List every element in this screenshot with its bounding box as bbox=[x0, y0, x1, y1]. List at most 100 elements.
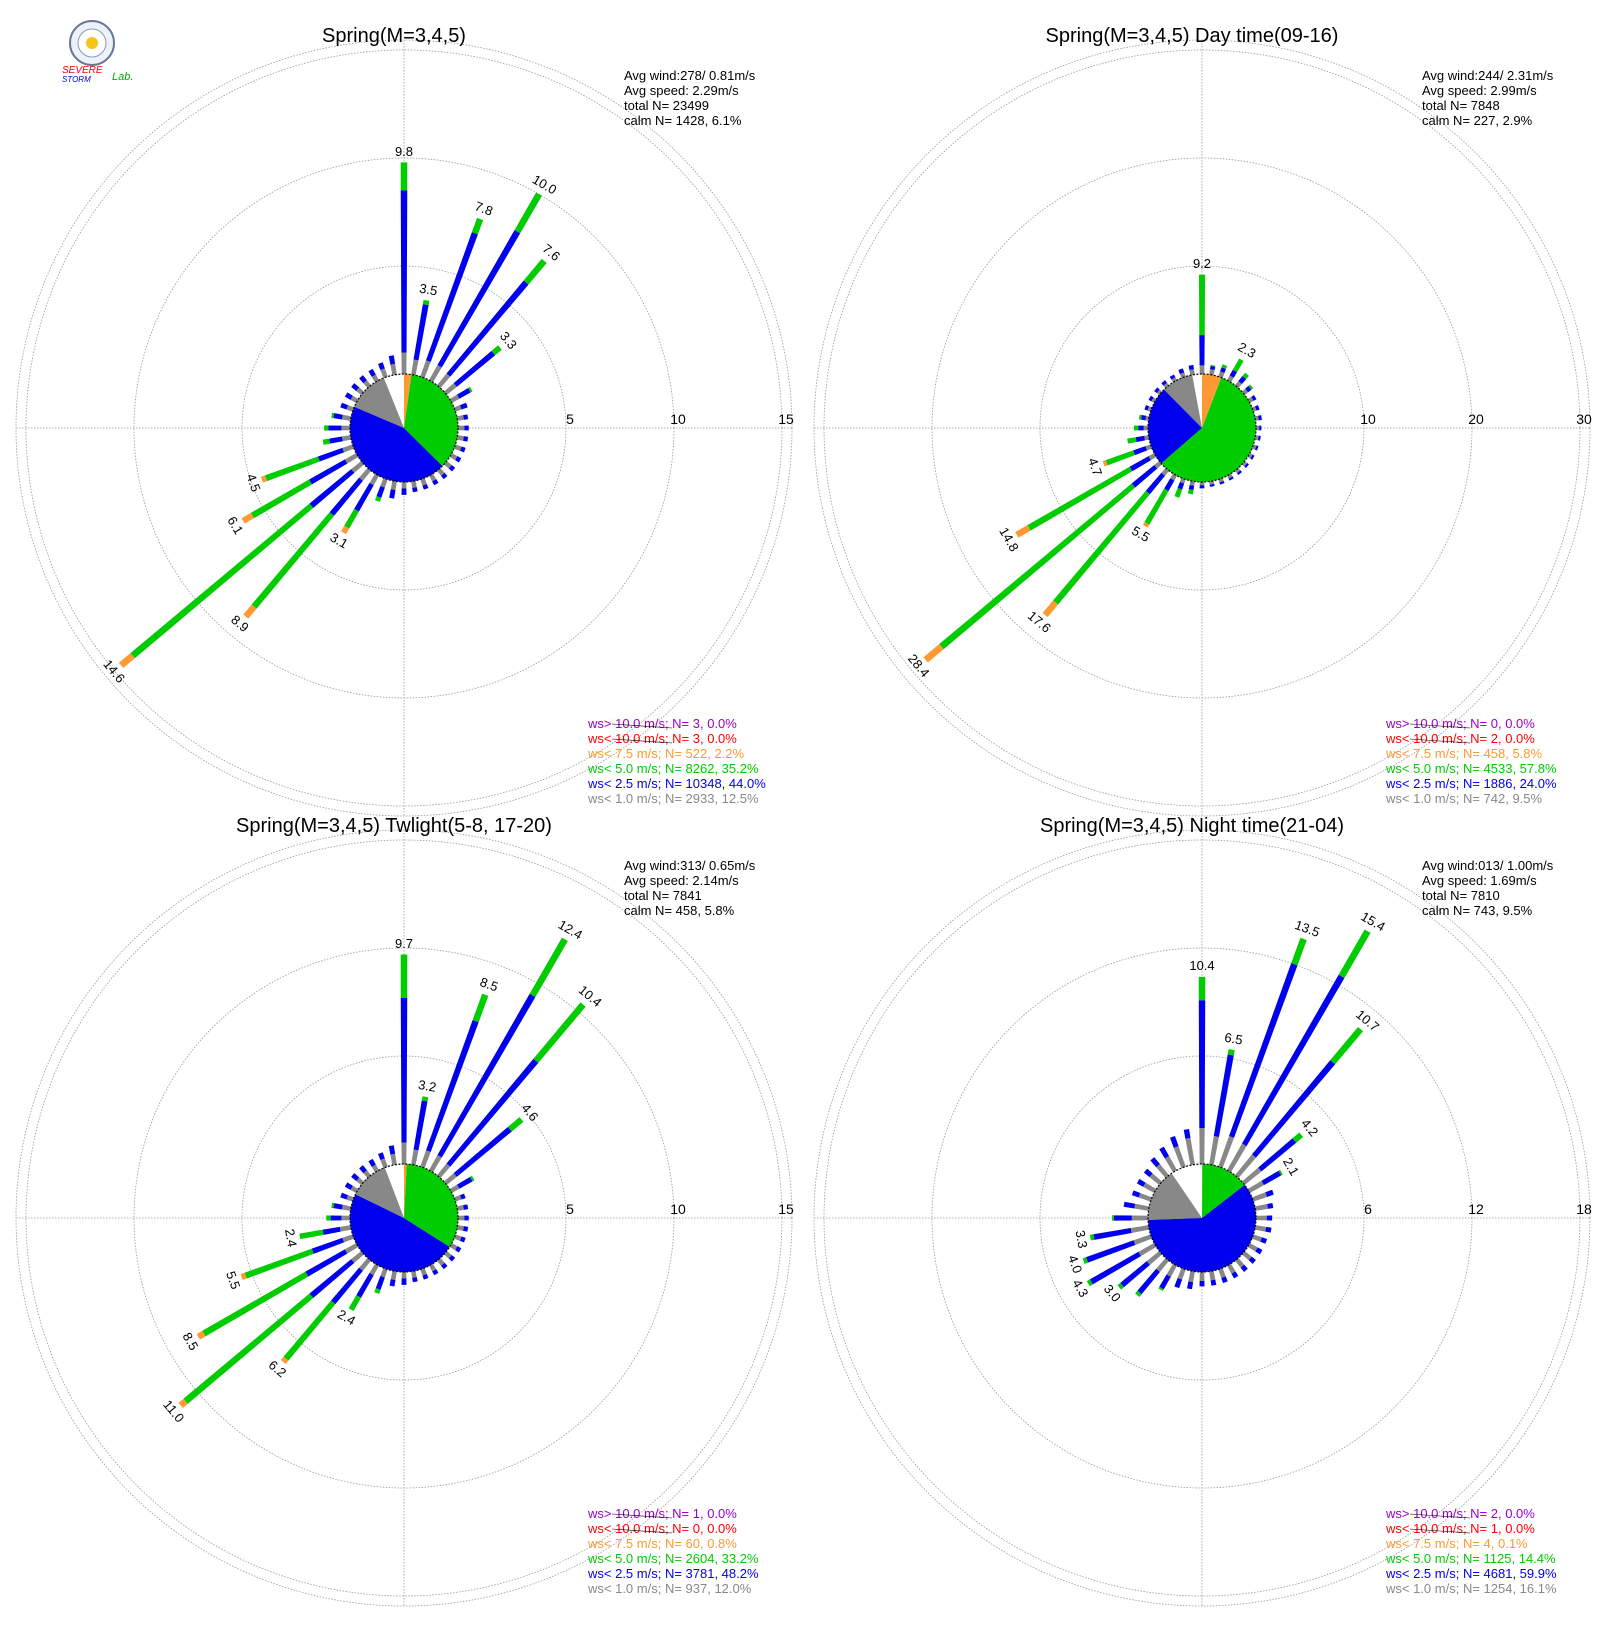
bar-segment-lt2-5 bbox=[432, 1269, 439, 1276]
bar-segment-lt1 bbox=[1148, 453, 1157, 461]
bar-segment-lt1 bbox=[420, 360, 431, 379]
bar-segment-lt1 bbox=[456, 1205, 464, 1211]
bar-segment-lt2-5 bbox=[356, 1272, 374, 1298]
bar-segment-lt2-5 bbox=[309, 1259, 355, 1298]
bar-segment-lt2-5 bbox=[329, 436, 343, 444]
bar-value-label: 3.5 bbox=[418, 281, 438, 299]
stats-avg-wind: Avg wind:013/ 1.00m/s bbox=[1422, 858, 1554, 873]
legend-entry: ws< 2.5 m/s; N= 1886, 24.0% bbox=[1385, 776, 1557, 791]
bar-segment-lt1 bbox=[401, 352, 407, 375]
bar-segment-lt1 bbox=[1163, 382, 1170, 389]
bar-segment-lt5 bbox=[1242, 372, 1250, 380]
bar-segment-lt1 bbox=[1247, 1243, 1258, 1252]
bar-segment-lt2-5 bbox=[1164, 478, 1175, 491]
bar-segment-lt5 bbox=[400, 954, 408, 998]
bar-segment-lt1 bbox=[1247, 1180, 1265, 1193]
bar-value-label: 4.0 bbox=[1065, 1253, 1085, 1275]
legend-entry: ws< 7.5 m/s; N= 60, 0.8% bbox=[587, 1536, 737, 1551]
bar-value-label: 5.5 bbox=[1129, 523, 1152, 545]
bar-segment-lt1 bbox=[420, 477, 427, 486]
bar-segment-lt2-5 bbox=[317, 447, 344, 462]
bar-value-label: 6.1 bbox=[224, 514, 246, 537]
pie-slice-lt2-5 bbox=[1148, 389, 1202, 464]
stats-avg-wind: Avg wind:244/ 2.31m/s bbox=[1422, 68, 1554, 83]
bar-segment-lt2-5 bbox=[437, 229, 521, 368]
bar-segment-lt2-5 bbox=[1213, 1054, 1234, 1137]
bar-segment-lt2-5 bbox=[457, 1176, 473, 1189]
bar-segment-lt1 bbox=[1241, 388, 1249, 396]
bar-segment-lt2-5 bbox=[1198, 1000, 1206, 1129]
bar-segment-lt5 bbox=[250, 479, 312, 519]
bar-segment-lt5 bbox=[183, 1293, 314, 1404]
bar-segment-lt2-5 bbox=[426, 1020, 479, 1152]
bar-segment-lt2-5 bbox=[305, 1249, 348, 1277]
bar-segment-lt2-5 bbox=[463, 1226, 469, 1232]
bar-segment-lt2-5 bbox=[413, 304, 429, 361]
ring-label: 20 bbox=[1468, 411, 1484, 427]
bar-segment-lt2-5 bbox=[1169, 1135, 1179, 1148]
bar-segment-lt1 bbox=[1241, 1167, 1262, 1186]
bar-segment-lt2-5 bbox=[375, 1276, 385, 1290]
bar-segment-lt2-5 bbox=[1265, 1189, 1274, 1197]
stats-total: total N= 7848 bbox=[1422, 98, 1500, 113]
bar-segment-lt2-5 bbox=[441, 472, 448, 480]
bar-segment-lt5 bbox=[374, 1288, 381, 1294]
pie-slice-lt5 bbox=[404, 1164, 458, 1247]
bar-segment-lt2-5 bbox=[463, 414, 469, 420]
pie-slice-lt1 bbox=[1148, 1173, 1202, 1221]
bar-segment-lt5 bbox=[471, 217, 484, 235]
bar-segment-lt1 bbox=[1133, 1234, 1153, 1245]
bar-segment-lt7-5 bbox=[923, 644, 944, 663]
bar-segment-lt2-5 bbox=[389, 489, 396, 499]
bar-segment-lt1 bbox=[1151, 397, 1157, 403]
bar-segment-lt1 bbox=[344, 1243, 359, 1254]
bar-segment-lt2-5 bbox=[1252, 1060, 1336, 1158]
bar-segment-lt7-5 bbox=[178, 1398, 188, 1408]
bar-segment-lt2-5 bbox=[1123, 1201, 1136, 1209]
bar-value-label: 15.4 bbox=[1358, 909, 1387, 935]
bar-segment-lt5 bbox=[514, 192, 542, 234]
legend-entry: ws< 1.0 m/s; N= 742, 9.5% bbox=[1385, 791, 1543, 806]
bar-segment-lt1 bbox=[1227, 1143, 1247, 1173]
bar-segment-lt1 bbox=[1156, 1257, 1170, 1272]
bar-segment-lt1 bbox=[453, 1234, 462, 1241]
pie-slice-calm bbox=[1171, 1164, 1202, 1218]
bar-segment-lt1 bbox=[1146, 1250, 1163, 1266]
stats-avg-speed: Avg speed: 2.29m/s bbox=[624, 83, 739, 98]
bar-segment-lt2-5 bbox=[1257, 435, 1261, 441]
pie-slice-lt1 bbox=[354, 377, 404, 428]
bar-segment-lt2-5 bbox=[1209, 365, 1216, 370]
bar-segment-lt5 bbox=[1232, 358, 1244, 373]
bar-segment-lt1 bbox=[411, 480, 417, 488]
bar-segment-lt2-5 bbox=[1144, 405, 1150, 411]
bar-segment-lt2-5 bbox=[359, 1165, 367, 1174]
bar-segment-lt7-5 bbox=[196, 1330, 206, 1340]
bar-value-label: 13.5 bbox=[1293, 917, 1322, 940]
bar-segment-lt5 bbox=[202, 1271, 309, 1337]
pie-outline bbox=[1147, 1163, 1257, 1273]
bar-segment-lt5 bbox=[1248, 384, 1254, 390]
legend-strike bbox=[611, 723, 673, 729]
bar-segment-lt2-5 bbox=[1159, 1274, 1171, 1290]
legend-strike bbox=[1409, 1513, 1471, 1519]
pie-slice-lt5 bbox=[1202, 1164, 1245, 1218]
wind-rose-panel: 5 10 15 Spring(M=3,4,5) Avg wind:278/ 0.81m/… bbox=[15, 25, 794, 817]
bar-segment-lt2-5 bbox=[422, 1273, 429, 1280]
bar-segment-lt1 bbox=[1143, 425, 1149, 431]
bar-segment-lt1 bbox=[1171, 377, 1177, 383]
bar-segment-lt1 bbox=[380, 477, 388, 488]
bar-segment-lt5 bbox=[1278, 1169, 1283, 1176]
bar-segment-lt2-5 bbox=[368, 368, 376, 377]
legend-entry: ws< 2.5 m/s; N= 3781, 48.2% bbox=[587, 1566, 759, 1581]
bar-segment-lt5 bbox=[1174, 488, 1183, 498]
bar-segment-lt2-5 bbox=[1259, 425, 1262, 431]
bar-segment-lt2-5 bbox=[1120, 1261, 1150, 1288]
bar-segment-lt2-5 bbox=[340, 402, 349, 410]
bar-segment-lt2-5 bbox=[1137, 1268, 1160, 1295]
bar-segment-lt2-5 bbox=[1228, 476, 1234, 481]
bar-segment-lt2-5 bbox=[389, 1279, 396, 1287]
stats-total: total N= 7810 bbox=[1422, 888, 1500, 903]
legend-entry: ws> 10.0 m/s; N= 2, 0.0% bbox=[1385, 1506, 1535, 1521]
bar-segment-lt2-5 bbox=[1221, 1276, 1228, 1284]
